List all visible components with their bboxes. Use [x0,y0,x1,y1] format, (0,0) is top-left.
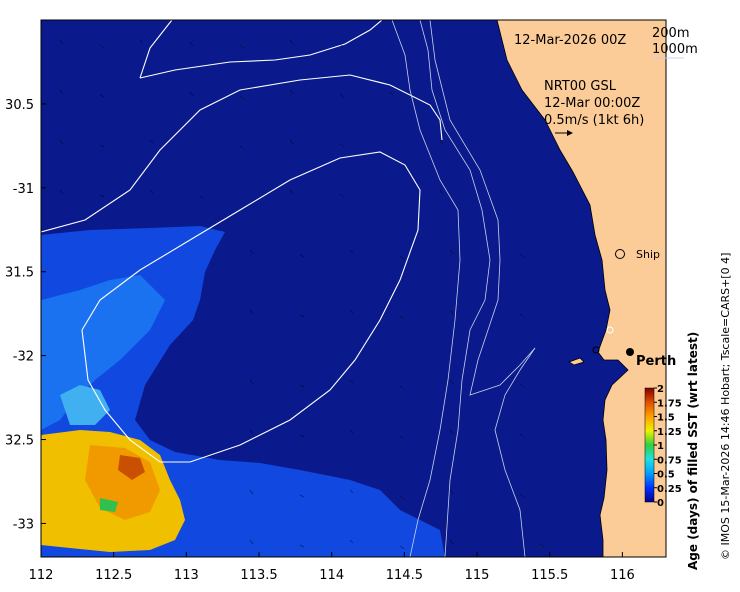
sst-contours [41,20,443,463]
credit-line: © IMOS 15-Mar-2026 14:46 Hobart; Tscale=… [719,252,732,560]
contour-200m-label: 200m [652,26,689,41]
x-tick-label: 115.5 [531,568,568,583]
x-tick-label: 114.5 [386,568,423,583]
x-tick-label: 116 [610,568,635,583]
city-marker-icon [626,348,634,356]
x-axis-ticks: 112 112.5 113 113.5 114 114.5 115 115.5 116 [29,552,635,583]
colorbar-tick-label: 1 [657,441,664,452]
colorbar-tick-label: 2 [657,384,664,395]
colorbar-tick-label: 1.5 [657,413,675,424]
colorbar-title: Age (days) of filled SST (wrt latest) [686,331,700,570]
colorbar-tick-label: 1.75 [657,398,682,409]
sst-age-patch-darkorange [118,455,145,480]
ship-label: Ship [636,248,660,261]
y-tick-label: -32 [13,350,34,365]
x-tick-label: 113.5 [240,568,277,583]
colorbar-tick-label: 1.25 [657,427,682,438]
x-tick-label: 114 [319,568,344,583]
time-label: 12-Mar 00:00Z [544,96,640,111]
plot-frame [40,19,667,558]
y-tick-label: 31.5 [5,266,34,281]
y-axis-ticks: 30.5 -31 31.5 -32 32.5 -33 [5,98,46,532]
bathymetry-contours [391,20,536,557]
colorbar: 2 1.75 1.5 1.25 1 0.75 0.5 0.25 0 [644,384,682,509]
colorbar-tick-label: 0.75 [657,455,682,466]
x-tick-label: 112.5 [95,568,132,583]
y-tick-label: -31 [13,182,34,197]
ship-marker-icon [615,249,625,259]
product-label: NRT00 GSL [544,79,617,94]
coastal-marker [592,346,600,354]
sst-age-region-cyan [60,385,110,425]
y-tick-label: 32.5 [5,434,34,449]
y-tick-label: 30.5 [5,98,34,113]
land-area [497,20,666,557]
city-label: Perth [636,354,676,369]
scale-label: 0.5m/s (1kt 6h) [544,113,644,128]
x-tick-label: 112 [29,568,54,583]
rottnest-island [568,357,585,366]
y-tick-label: -33 [13,517,34,532]
sst-age-patch-green [100,498,118,512]
colorbar-tick-label: 0.25 [657,484,682,495]
date-label: 12-Mar-2026 00Z [514,33,626,48]
current-vectors [59,39,545,550]
colorbar-tick-label: 0.5 [657,470,675,481]
x-tick-label: 113 [174,568,199,583]
colorbar-gradient [644,387,655,503]
colorbar-tick-label: 0 [657,498,664,509]
scale-arrow-icon [555,130,573,136]
coastal-marker [606,326,614,334]
contour-1000m-label: 1000m [652,42,698,57]
x-tick-label: 115 [465,568,490,583]
